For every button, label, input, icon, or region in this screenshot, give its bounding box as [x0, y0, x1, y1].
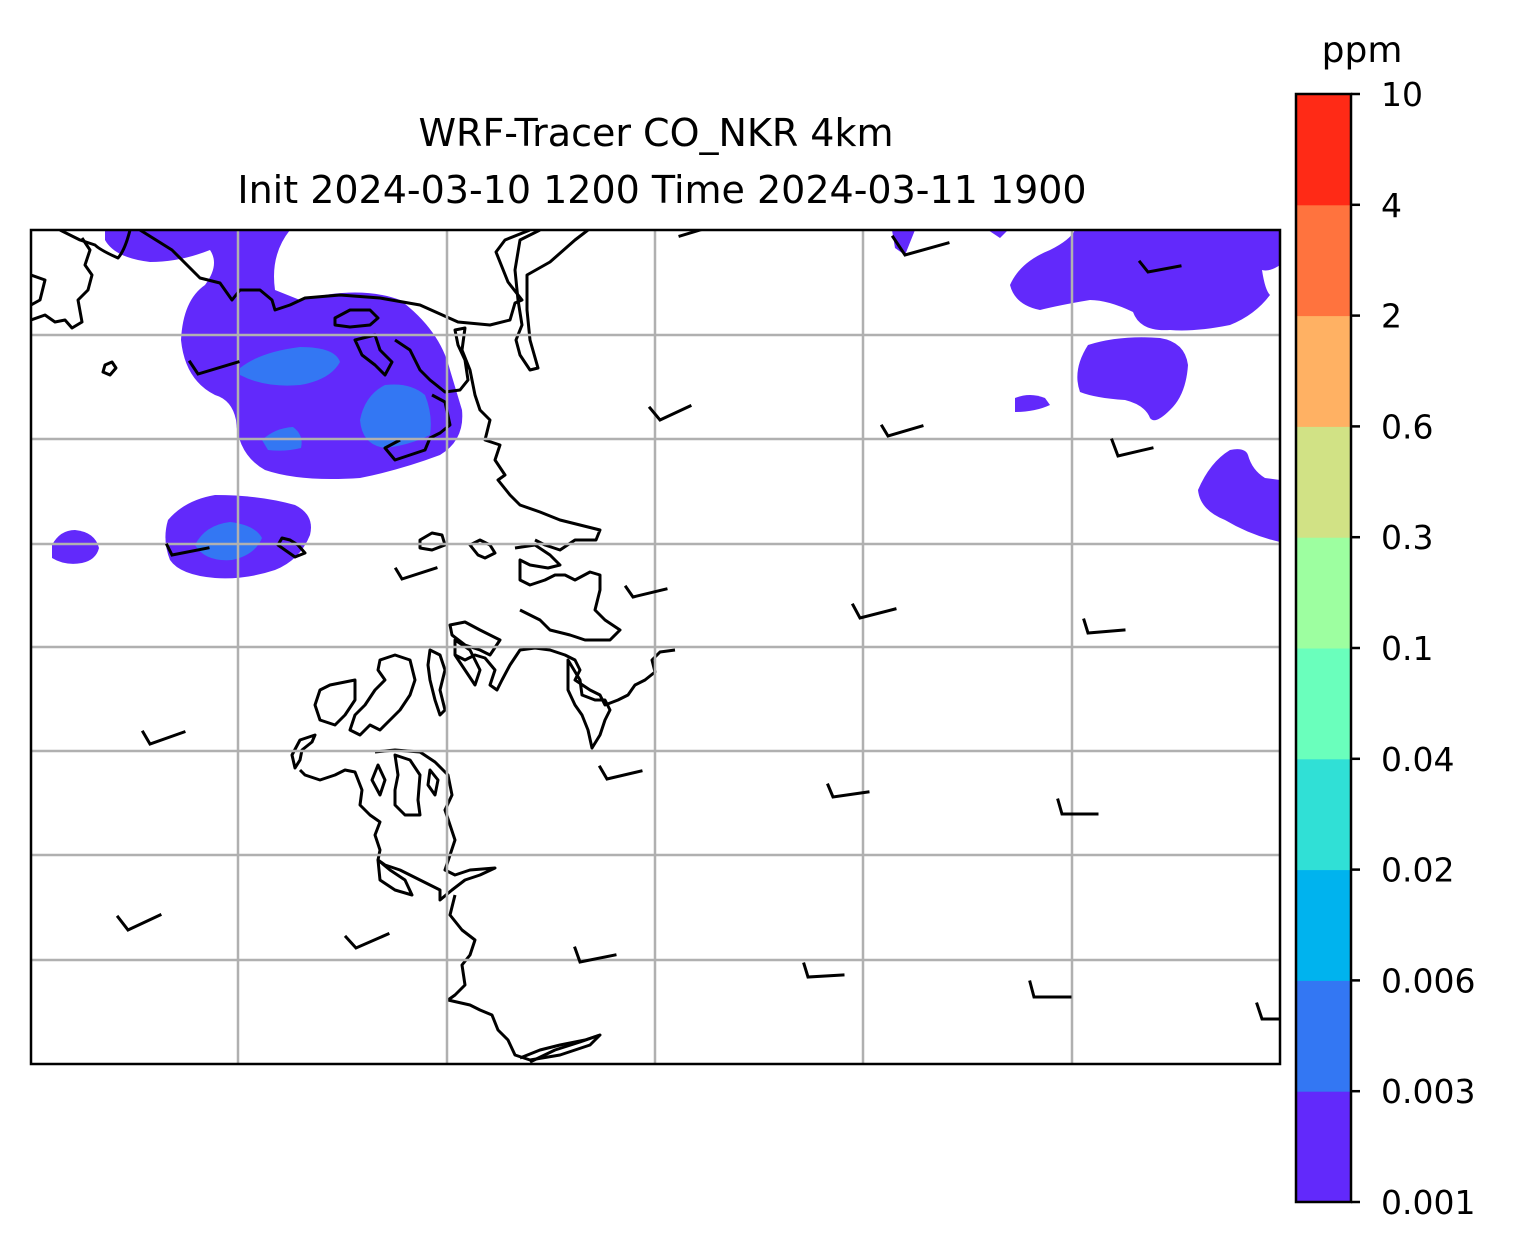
- colorbar-tick-label: 4: [1381, 186, 1402, 225]
- colorbar-band: [1296, 980, 1351, 1092]
- colorbar-tick-label: 10: [1381, 75, 1423, 114]
- colorbar-band: [1296, 94, 1351, 206]
- colorbar-tick-label: 0.001: [1381, 1183, 1475, 1222]
- colorbar-band: [1296, 869, 1351, 981]
- colorbar-bands: [1296, 94, 1351, 1203]
- colorbar: ppm 0.001 0.003 0.006 0.02 0.04 0.1 0.3 0.6 2 4 10: [1294, 30, 1475, 1222]
- coastline: [31, 230, 676, 1064]
- colorbar-band: [1296, 204, 1351, 317]
- colorbar-band: [1296, 315, 1351, 427]
- colorbar-tick-label: 0.02: [1381, 851, 1454, 890]
- colorbar-tick-label: 2: [1381, 297, 1402, 336]
- map-title-line-1: WRF-Tracer CO_NKR 4km: [418, 111, 893, 155]
- map-frame: [29, 228, 1282, 1066]
- map-panel: [29, 228, 1282, 1066]
- colorbar-unit-label: ppm: [1322, 30, 1403, 71]
- colorbar-tick-label: 0.04: [1381, 740, 1454, 779]
- colorbar-frame: [1294, 92, 1353, 1204]
- colorbar-ticks: 0.001 0.003 0.006 0.02 0.04 0.1 0.3 0.6 2 4 10: [1351, 75, 1475, 1222]
- colorbar-band: [1296, 426, 1351, 538]
- map-title-line-2: Init 2024-03-10 1200 Time 2024-03-11 190…: [237, 168, 1086, 212]
- colorbar-band: [1296, 648, 1351, 760]
- colorbar-tick-label: 0.003: [1381, 1072, 1475, 1111]
- colorbar-tick-label: 0.1: [1381, 629, 1433, 668]
- colorbar-tick-label: 0.6: [1381, 407, 1433, 446]
- colorbar-band: [1296, 758, 1351, 871]
- colorbar-band: [1296, 1091, 1351, 1203]
- colorbar-tick-label: 0.3: [1381, 518, 1433, 557]
- gridlines: [31, 230, 1280, 1064]
- wind-barbs: [115, 230, 1280, 1021]
- colorbar-band: [1296, 537, 1351, 649]
- colorbar-tick-label: 0.006: [1381, 961, 1475, 1000]
